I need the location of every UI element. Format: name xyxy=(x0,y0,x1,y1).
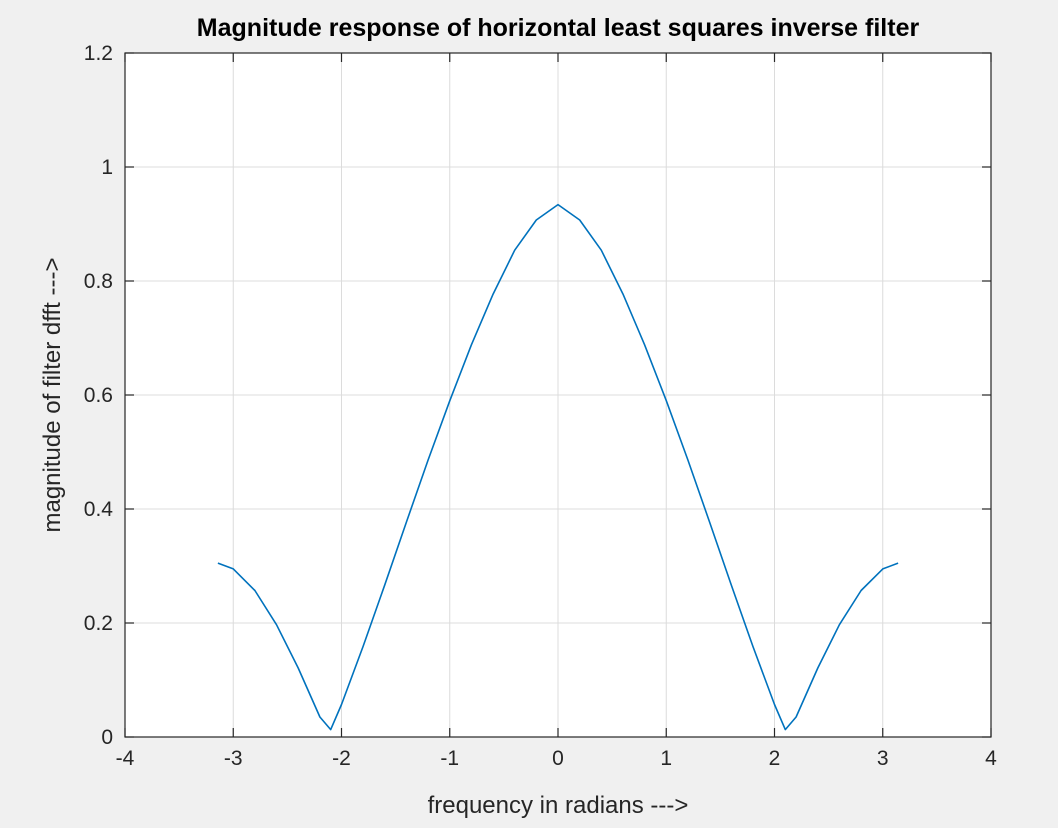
y-tick-label: 1.2 xyxy=(84,42,113,65)
chart-title: Magnitude response of horizontal least s… xyxy=(197,14,920,42)
y-tick-labels: 0 0.2 0.4 0.6 0.8 1 1.2 xyxy=(84,42,114,749)
y-tick-label: 0.6 xyxy=(84,384,113,407)
y-axis-label: magnitude of filter dfft ---> xyxy=(39,257,66,532)
x-tick-label: 3 xyxy=(877,747,889,770)
ticks xyxy=(124,52,992,738)
y-gridlines xyxy=(125,166,991,624)
x-axis-label: frequency in radians ---> xyxy=(428,792,689,819)
series-layer xyxy=(217,203,899,731)
y-tick-label: 0.4 xyxy=(84,498,114,521)
y-tick-label: 0.2 xyxy=(84,612,113,635)
x-tick-label: 1 xyxy=(660,747,672,770)
y-tick-label: 1 xyxy=(101,156,113,179)
x-tick-label: -3 xyxy=(224,747,243,770)
y-tick-label: 0.8 xyxy=(84,270,113,293)
x-tick-label: 4 xyxy=(985,747,997,770)
x-tick-labels: -4 -3 -2 -1 0 1 2 3 4 xyxy=(116,747,998,770)
y-tick-label: 0 xyxy=(101,726,113,749)
x-tick-label: -2 xyxy=(332,747,351,770)
x-tick-label: -1 xyxy=(440,747,459,770)
x-tick-label: -4 xyxy=(116,747,135,770)
series-line xyxy=(217,203,899,731)
x-tick-label: 0 xyxy=(552,747,564,770)
x-tick-label: 2 xyxy=(769,747,781,770)
